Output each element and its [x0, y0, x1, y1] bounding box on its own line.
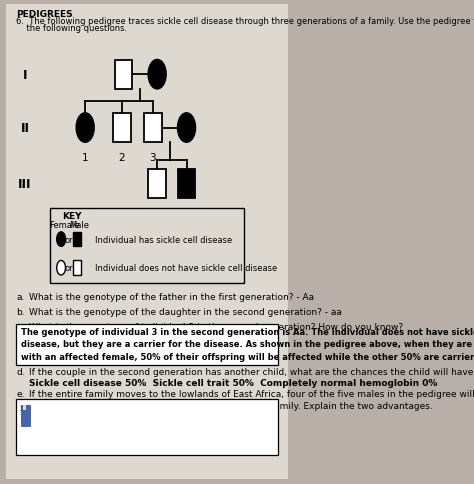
Text: If the couple in the second generation has another child, what are the chances t: If the couple in the second generation h…	[29, 367, 474, 376]
Text: What is the genotype of individual 3 in the second generation? How do you know?: What is the genotype of individual 3 in …	[29, 322, 403, 331]
Bar	[16, 399, 278, 455]
Text: Male: Male	[69, 221, 89, 230]
Text: PEDIGREES: PEDIGREES	[16, 10, 73, 19]
Bar	[144, 114, 162, 143]
Circle shape	[57, 261, 65, 275]
Circle shape	[76, 114, 94, 143]
Circle shape	[57, 232, 65, 247]
Bar	[50, 208, 244, 283]
Bar	[148, 169, 166, 198]
Text: 2: 2	[118, 152, 125, 163]
Bar	[16, 324, 278, 365]
Bar	[21, 406, 30, 426]
Text: II: II	[20, 122, 29, 135]
Text: The genotype of individual 3 in the second generation is Aa. The individual does: The genotype of individual 3 in the seco…	[20, 327, 474, 361]
Text: a.: a.	[16, 293, 25, 302]
Text: e.: e.	[16, 390, 25, 399]
Circle shape	[178, 114, 195, 143]
Text: Individual has sickle cell disease: Individual has sickle cell disease	[95, 235, 233, 244]
Text: c.: c.	[16, 322, 24, 331]
Bar	[73, 232, 82, 247]
Text: 3: 3	[149, 152, 156, 163]
Bar	[115, 60, 132, 90]
Text: What is the genotype of the daughter in the second generation? - aa: What is the genotype of the daughter in …	[29, 307, 342, 317]
Bar	[113, 114, 131, 143]
Circle shape	[148, 60, 166, 90]
Text: What is the genotype of the father in the first generation? - Aa: What is the genotype of the father in th…	[29, 293, 315, 302]
Text: or: or	[65, 264, 73, 272]
Text: 1: 1	[82, 152, 89, 163]
Text: Individual does not have sickle cell disease: Individual does not have sickle cell dis…	[95, 264, 278, 272]
Text: x: x	[20, 403, 24, 412]
Text: Sickle cell disease 50%  Sickle cell trait 50%  Completely normal hemoglobin 0%: Sickle cell disease 50% Sickle cell trai…	[29, 378, 438, 388]
Text: or: or	[65, 235, 73, 244]
Text: Female: Female	[49, 221, 79, 230]
Text: the following questions.: the following questions.	[16, 24, 128, 33]
Text: III: III	[18, 178, 32, 190]
Bar	[73, 261, 82, 275]
Text: If the entire family moves to the lowlands of East Africa, four of the five male: If the entire family moves to the lowlan…	[29, 390, 474, 410]
Text: KEY: KEY	[62, 212, 82, 221]
Text: d.: d.	[16, 367, 25, 376]
Text: I: I	[23, 69, 27, 81]
Text: 6.  The following pedigree traces sickle cell disease through three generations : 6. The following pedigree traces sickle …	[16, 17, 474, 26]
Bar	[178, 169, 195, 198]
Text: b.: b.	[16, 307, 25, 317]
Bar	[23, 406, 26, 410]
